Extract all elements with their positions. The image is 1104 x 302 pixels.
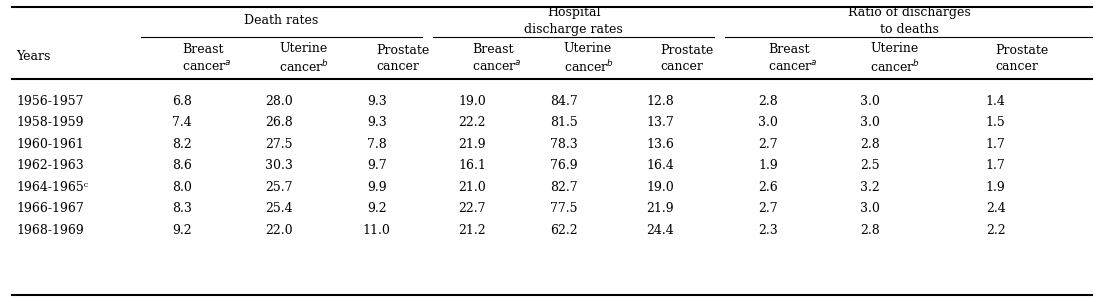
Text: 19.0: 19.0 [646, 181, 675, 194]
Text: 3.0: 3.0 [860, 95, 880, 108]
Text: Uterine
cancer$^b$: Uterine cancer$^b$ [564, 42, 614, 75]
Text: 22.7: 22.7 [458, 202, 486, 215]
Text: 16.1: 16.1 [458, 159, 486, 172]
Text: 62.2: 62.2 [550, 224, 577, 237]
Text: 21.9: 21.9 [646, 202, 675, 215]
Text: Years: Years [17, 50, 51, 63]
Text: 2.7: 2.7 [758, 138, 778, 151]
Text: 76.9: 76.9 [550, 159, 577, 172]
Text: 1.9: 1.9 [986, 181, 1006, 194]
Text: 28.0: 28.0 [265, 95, 294, 108]
Text: 6.8: 6.8 [172, 95, 192, 108]
Text: 2.2: 2.2 [986, 224, 1006, 237]
Text: 8.6: 8.6 [172, 159, 192, 172]
Text: Prostate
cancer: Prostate cancer [660, 44, 713, 73]
Text: 12.8: 12.8 [646, 95, 675, 108]
Text: Prostate
cancer: Prostate cancer [376, 44, 429, 73]
Text: 9.3: 9.3 [367, 116, 386, 129]
Text: 3.2: 3.2 [860, 181, 880, 194]
Text: 1964-1965ᶜ: 1964-1965ᶜ [17, 181, 88, 194]
Text: 25.4: 25.4 [266, 202, 294, 215]
Text: 11.0: 11.0 [363, 224, 391, 237]
Text: 82.7: 82.7 [550, 181, 577, 194]
Text: 9.7: 9.7 [367, 159, 386, 172]
Text: 2.8: 2.8 [860, 138, 880, 151]
Text: 77.5: 77.5 [550, 202, 577, 215]
Text: 21.2: 21.2 [458, 224, 486, 237]
Text: 2.5: 2.5 [860, 159, 880, 172]
Text: Breast
cancer$^a$: Breast cancer$^a$ [768, 43, 818, 74]
Text: 13.6: 13.6 [646, 138, 675, 151]
Text: Breast
cancer$^a$: Breast cancer$^a$ [182, 43, 232, 74]
Text: 8.2: 8.2 [172, 138, 192, 151]
Text: 26.8: 26.8 [265, 116, 294, 129]
Text: 2.3: 2.3 [758, 224, 778, 237]
Text: 1958-1959: 1958-1959 [17, 116, 84, 129]
Text: 7.4: 7.4 [172, 116, 192, 129]
Text: 1966-1967: 1966-1967 [17, 202, 84, 215]
Text: 16.4: 16.4 [646, 159, 675, 172]
Text: 81.5: 81.5 [550, 116, 577, 129]
Text: 1956-1957: 1956-1957 [17, 95, 84, 108]
Text: 13.7: 13.7 [646, 116, 675, 129]
Text: 1.7: 1.7 [986, 159, 1006, 172]
Text: 19.0: 19.0 [458, 95, 486, 108]
Text: 21.0: 21.0 [458, 181, 486, 194]
Text: 22.2: 22.2 [458, 116, 486, 129]
Text: 9.9: 9.9 [367, 181, 386, 194]
Text: 78.3: 78.3 [550, 138, 577, 151]
Text: 1960-1961: 1960-1961 [17, 138, 84, 151]
Text: Uterine
cancer$^b$: Uterine cancer$^b$ [870, 42, 921, 75]
Text: 1968-1969: 1968-1969 [17, 224, 84, 237]
Text: 8.0: 8.0 [172, 181, 192, 194]
Text: 9.3: 9.3 [367, 95, 386, 108]
Text: Ratio of discharges
to deaths: Ratio of discharges to deaths [848, 6, 970, 36]
Text: Uterine
cancer$^b$: Uterine cancer$^b$ [279, 42, 329, 75]
Text: 1962-1963: 1962-1963 [17, 159, 84, 172]
Text: 1.9: 1.9 [758, 159, 778, 172]
Text: 22.0: 22.0 [266, 224, 294, 237]
Text: 2.4: 2.4 [986, 202, 1006, 215]
Text: Hospital
discharge rates: Hospital discharge rates [524, 6, 623, 36]
Text: Breast
cancer$^a$: Breast cancer$^a$ [471, 43, 522, 74]
Text: 1.7: 1.7 [986, 138, 1006, 151]
Text: 25.7: 25.7 [266, 181, 293, 194]
Text: 24.4: 24.4 [646, 224, 675, 237]
Text: 2.7: 2.7 [758, 202, 778, 215]
Text: 3.0: 3.0 [758, 116, 778, 129]
Text: 3.0: 3.0 [860, 116, 880, 129]
Text: Death rates: Death rates [244, 14, 319, 27]
Text: 2.8: 2.8 [758, 95, 778, 108]
Text: 9.2: 9.2 [172, 224, 192, 237]
Text: 21.9: 21.9 [458, 138, 486, 151]
Text: Prostate
cancer: Prostate cancer [996, 44, 1049, 73]
Text: 1.4: 1.4 [986, 95, 1006, 108]
Text: 30.3: 30.3 [265, 159, 294, 172]
Text: 2.6: 2.6 [758, 181, 778, 194]
Text: 9.2: 9.2 [367, 202, 386, 215]
Text: 3.0: 3.0 [860, 202, 880, 215]
Text: 1.5: 1.5 [986, 116, 1006, 129]
Text: 2.8: 2.8 [860, 224, 880, 237]
Text: 27.5: 27.5 [266, 138, 293, 151]
Text: 84.7: 84.7 [550, 95, 577, 108]
Text: 8.3: 8.3 [172, 202, 192, 215]
Text: 7.8: 7.8 [367, 138, 386, 151]
